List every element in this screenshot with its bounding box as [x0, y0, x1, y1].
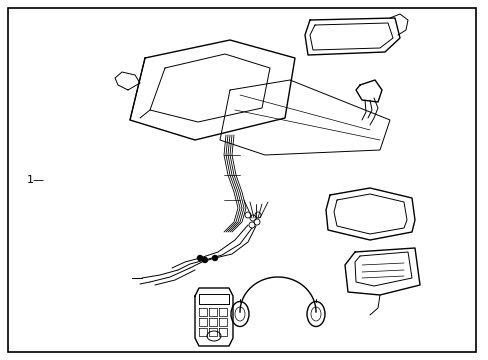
- Text: 1—: 1—: [27, 175, 45, 185]
- Circle shape: [202, 257, 207, 262]
- Circle shape: [197, 256, 202, 261]
- Circle shape: [212, 256, 217, 261]
